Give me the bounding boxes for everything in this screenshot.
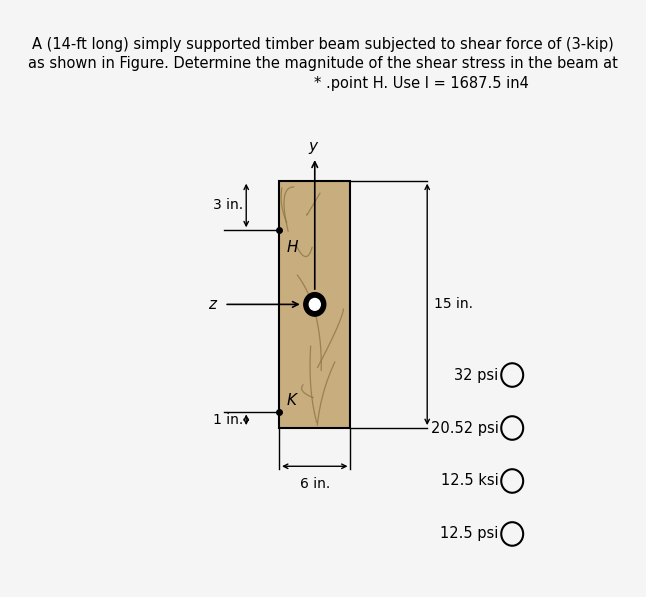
Text: z: z <box>208 297 216 312</box>
Text: 20.52 psi: 20.52 psi <box>431 420 499 435</box>
Text: as shown in Figure. Determine the magnitude of the shear stress in the beam at: as shown in Figure. Determine the magnit… <box>28 56 618 71</box>
Text: * .point H. Use I = 1687.5 in4: * .point H. Use I = 1687.5 in4 <box>315 76 529 91</box>
Text: y: y <box>308 139 317 154</box>
Circle shape <box>304 293 326 316</box>
Text: H: H <box>287 239 298 255</box>
Bar <box>279 181 350 428</box>
Text: 12.5 psi: 12.5 psi <box>440 527 499 541</box>
Text: 1 in.: 1 in. <box>213 413 244 427</box>
Text: 3 in.: 3 in. <box>213 198 244 213</box>
Text: 32 psi: 32 psi <box>454 368 499 383</box>
Text: K: K <box>287 393 297 408</box>
Text: 6 in.: 6 in. <box>300 477 330 491</box>
Text: A (14-ft long) simply supported timber beam subjected to shear force of (3-kip): A (14-ft long) simply supported timber b… <box>32 36 614 51</box>
Text: 15 in.: 15 in. <box>433 297 473 312</box>
Circle shape <box>309 298 320 310</box>
Text: 12.5 ksi: 12.5 ksi <box>441 473 499 488</box>
